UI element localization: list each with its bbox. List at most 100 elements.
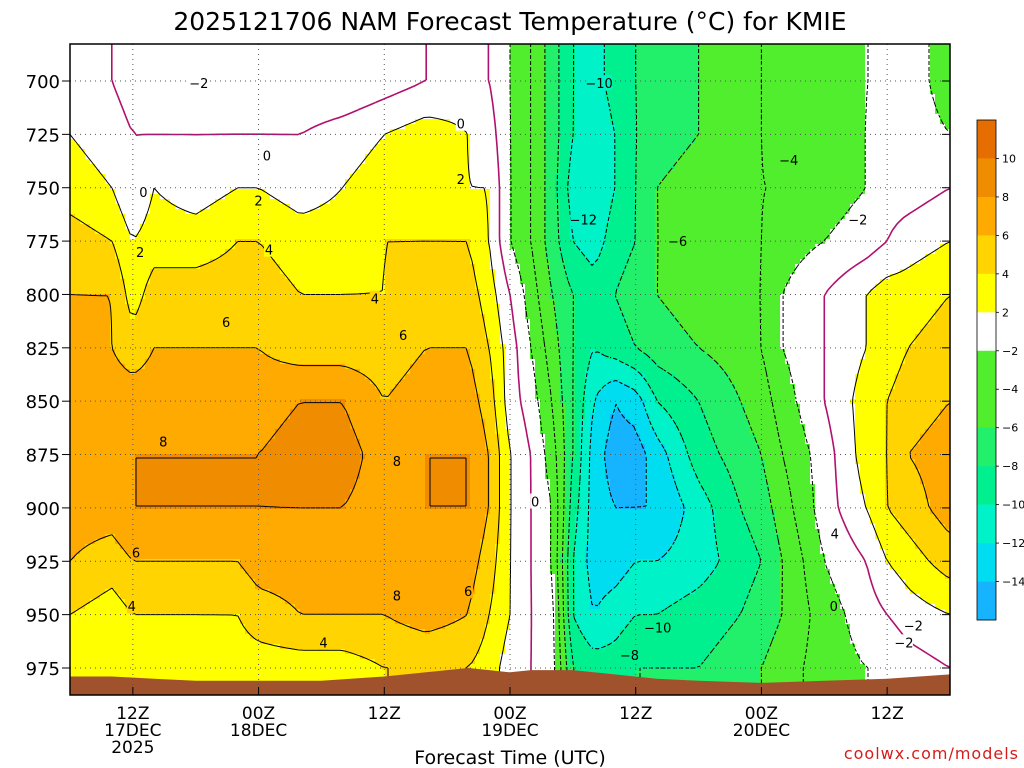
temperature-fill-cell-1002 [480, 414, 496, 420]
temperature-fill-cell-1160 [685, 449, 721, 455]
temperature-fill-cell-504 [810, 249, 936, 255]
temperature-fill-cell-992 [665, 409, 706, 415]
temperature-fill-cell-996 [855, 409, 886, 415]
contour-label-bg-2 [455, 115, 466, 131]
temperature-fill-cell-1201 [580, 459, 591, 465]
temperature-fill-cell-856 [475, 374, 491, 380]
temperature-fill-cell-1477 [570, 524, 576, 530]
temperature-fill-cell-1783 [240, 614, 386, 620]
temperature-fill-cell-1143 [855, 444, 886, 450]
temperature-fill-cell-24 [575, 54, 606, 60]
temperature-fill-cell-532 [590, 259, 596, 265]
temperature-fill-cell-646 [780, 299, 866, 305]
temperature-fill-cell-1029 [580, 419, 591, 425]
temperature-fill-cell-214 [560, 144, 571, 150]
temperature-fill-cell-1139 [685, 444, 716, 450]
temperature-fill-cell-1505 [105, 534, 116, 540]
temperature-fill-cell-44 [575, 64, 606, 70]
temperature-fill-cell-87 [700, 84, 866, 90]
temperature-fill-cell-159 [700, 119, 866, 125]
temperature-fill-cell-442 [605, 229, 636, 235]
temperature-fill-cell-1100 [805, 434, 856, 440]
temperature-fill-cell-720 [555, 329, 576, 335]
temperature-fill-cell-964 [505, 404, 541, 410]
temperature-fill-cell-249 [545, 159, 561, 165]
temperature-fill-cell-736 [780, 334, 866, 340]
temperature-fill-cell-1465 [745, 519, 776, 525]
temperature-fill-cell-1442 [565, 514, 571, 520]
isotherm-minus-12 [586, 380, 685, 607]
temperature-fill-cell-1046 [505, 424, 541, 430]
y-tick-label-850: 850 [26, 392, 60, 413]
temperature-fill-cell-956 [795, 399, 851, 405]
temperature-fill-cell-1234 [885, 464, 916, 470]
temperature-fill-cell-1094 [610, 434, 641, 440]
contour-label-bg-22 [391, 587, 402, 603]
temperature-fill-cell-231 [865, 149, 950, 155]
temperature-fill-cell-251 [570, 159, 616, 165]
temperature-fill-cell-831 [720, 364, 791, 370]
temperature-fill-cell-866 [790, 374, 856, 380]
temperature-fill-cell-812 [655, 359, 716, 365]
colorbar-swatch-0 [977, 120, 996, 159]
temperature-fill-cell-1438 [485, 514, 501, 520]
temperature-fill-cell-1887 [500, 654, 556, 660]
temperature-fill-cell-1807 [735, 619, 781, 625]
temperature-fill-cell-1117 [660, 439, 686, 445]
temperature-fill-cell-1704 [575, 589, 591, 595]
temperature-fill-cell-1575 [920, 549, 950, 555]
temperature-fill-cell-658 [620, 304, 666, 310]
temperature-fill-cell-1429 [685, 509, 716, 515]
temperature-fill-cell-219 [865, 144, 950, 150]
temperature-fill-cell-649 [70, 304, 111, 310]
temperature-fill-cell-1025 [505, 419, 541, 425]
temperature-fill-cell-1566 [570, 549, 576, 555]
temperature-fill-cell-491 [115, 249, 226, 255]
temperature-fill-cell-1466 [775, 519, 816, 525]
temperature-fill-cell-603 [570, 284, 621, 290]
temperature-fill-cell-763 [70, 349, 116, 355]
temperature-fill-cell-726 [920, 329, 950, 335]
contour-label-bg-29 [620, 647, 639, 663]
temperature-fill-cell-1766 [70, 609, 76, 615]
temperature-fill-cell-329 [865, 189, 950, 195]
temperature-fill-cell-28 [865, 54, 931, 60]
temperature-fill-cell-1494 [570, 529, 576, 535]
temperature-fill-cell-908 [475, 389, 496, 395]
temperature-fill-cell-1370 [815, 494, 866, 500]
temperature-fill-cell-266 [675, 164, 866, 170]
temperature-fill-cell-1480 [680, 524, 716, 530]
credit-link[interactable]: coolwx.com/models [844, 744, 1019, 763]
temperature-fill-cell-1246 [570, 469, 581, 475]
temperature-fill-cell-1107 [485, 439, 501, 445]
temperature-fill-cell-749 [865, 339, 916, 345]
temperature-fill-cell-1253 [730, 469, 766, 475]
temperature-fill-cell-1589 [760, 554, 781, 560]
temperature-fill-cell-924 [380, 394, 391, 400]
temperature-fill-cell-1244 [545, 469, 566, 475]
temperature-fill-cell-1860 [770, 639, 851, 645]
temperature-fill-cell-352 [330, 199, 491, 205]
temperature-fill-cell-886 [895, 379, 950, 385]
temperature-fill-cell-1275 [695, 474, 731, 480]
temperature-fill-cell-1304 [920, 479, 950, 485]
temperature-fill-cell-1443 [570, 514, 576, 520]
temperature-fill-cell-408 [80, 219, 126, 225]
temperature-fill-cell-467 [545, 239, 561, 245]
temperature-fill-cell-1568 [585, 549, 671, 555]
temperature-fill-cell-1905 [380, 664, 471, 670]
temperature-fill-cell-1376 [345, 499, 426, 505]
temperature-fill-cell-1517 [750, 534, 781, 540]
temperature-fill-cell-1801 [510, 619, 556, 625]
temperature-fill-cell-1894 [70, 659, 376, 665]
temperature-fill-cell-144 [575, 114, 611, 120]
temperature-fill-cell-1224 [580, 464, 591, 470]
temperature-fill-cell-794 [650, 354, 711, 360]
temperature-fill-cell-1211 [885, 459, 916, 465]
temperature-fill-cell-942 [300, 399, 346, 405]
temperature-fill-cell-798 [905, 354, 950, 360]
temperature-fill-cell-722 [630, 329, 686, 335]
temperature-fill-cell-121 [510, 104, 546, 110]
temperature-fill-cell-1163 [810, 449, 856, 455]
temperature-fill-cell-66 [635, 74, 701, 80]
